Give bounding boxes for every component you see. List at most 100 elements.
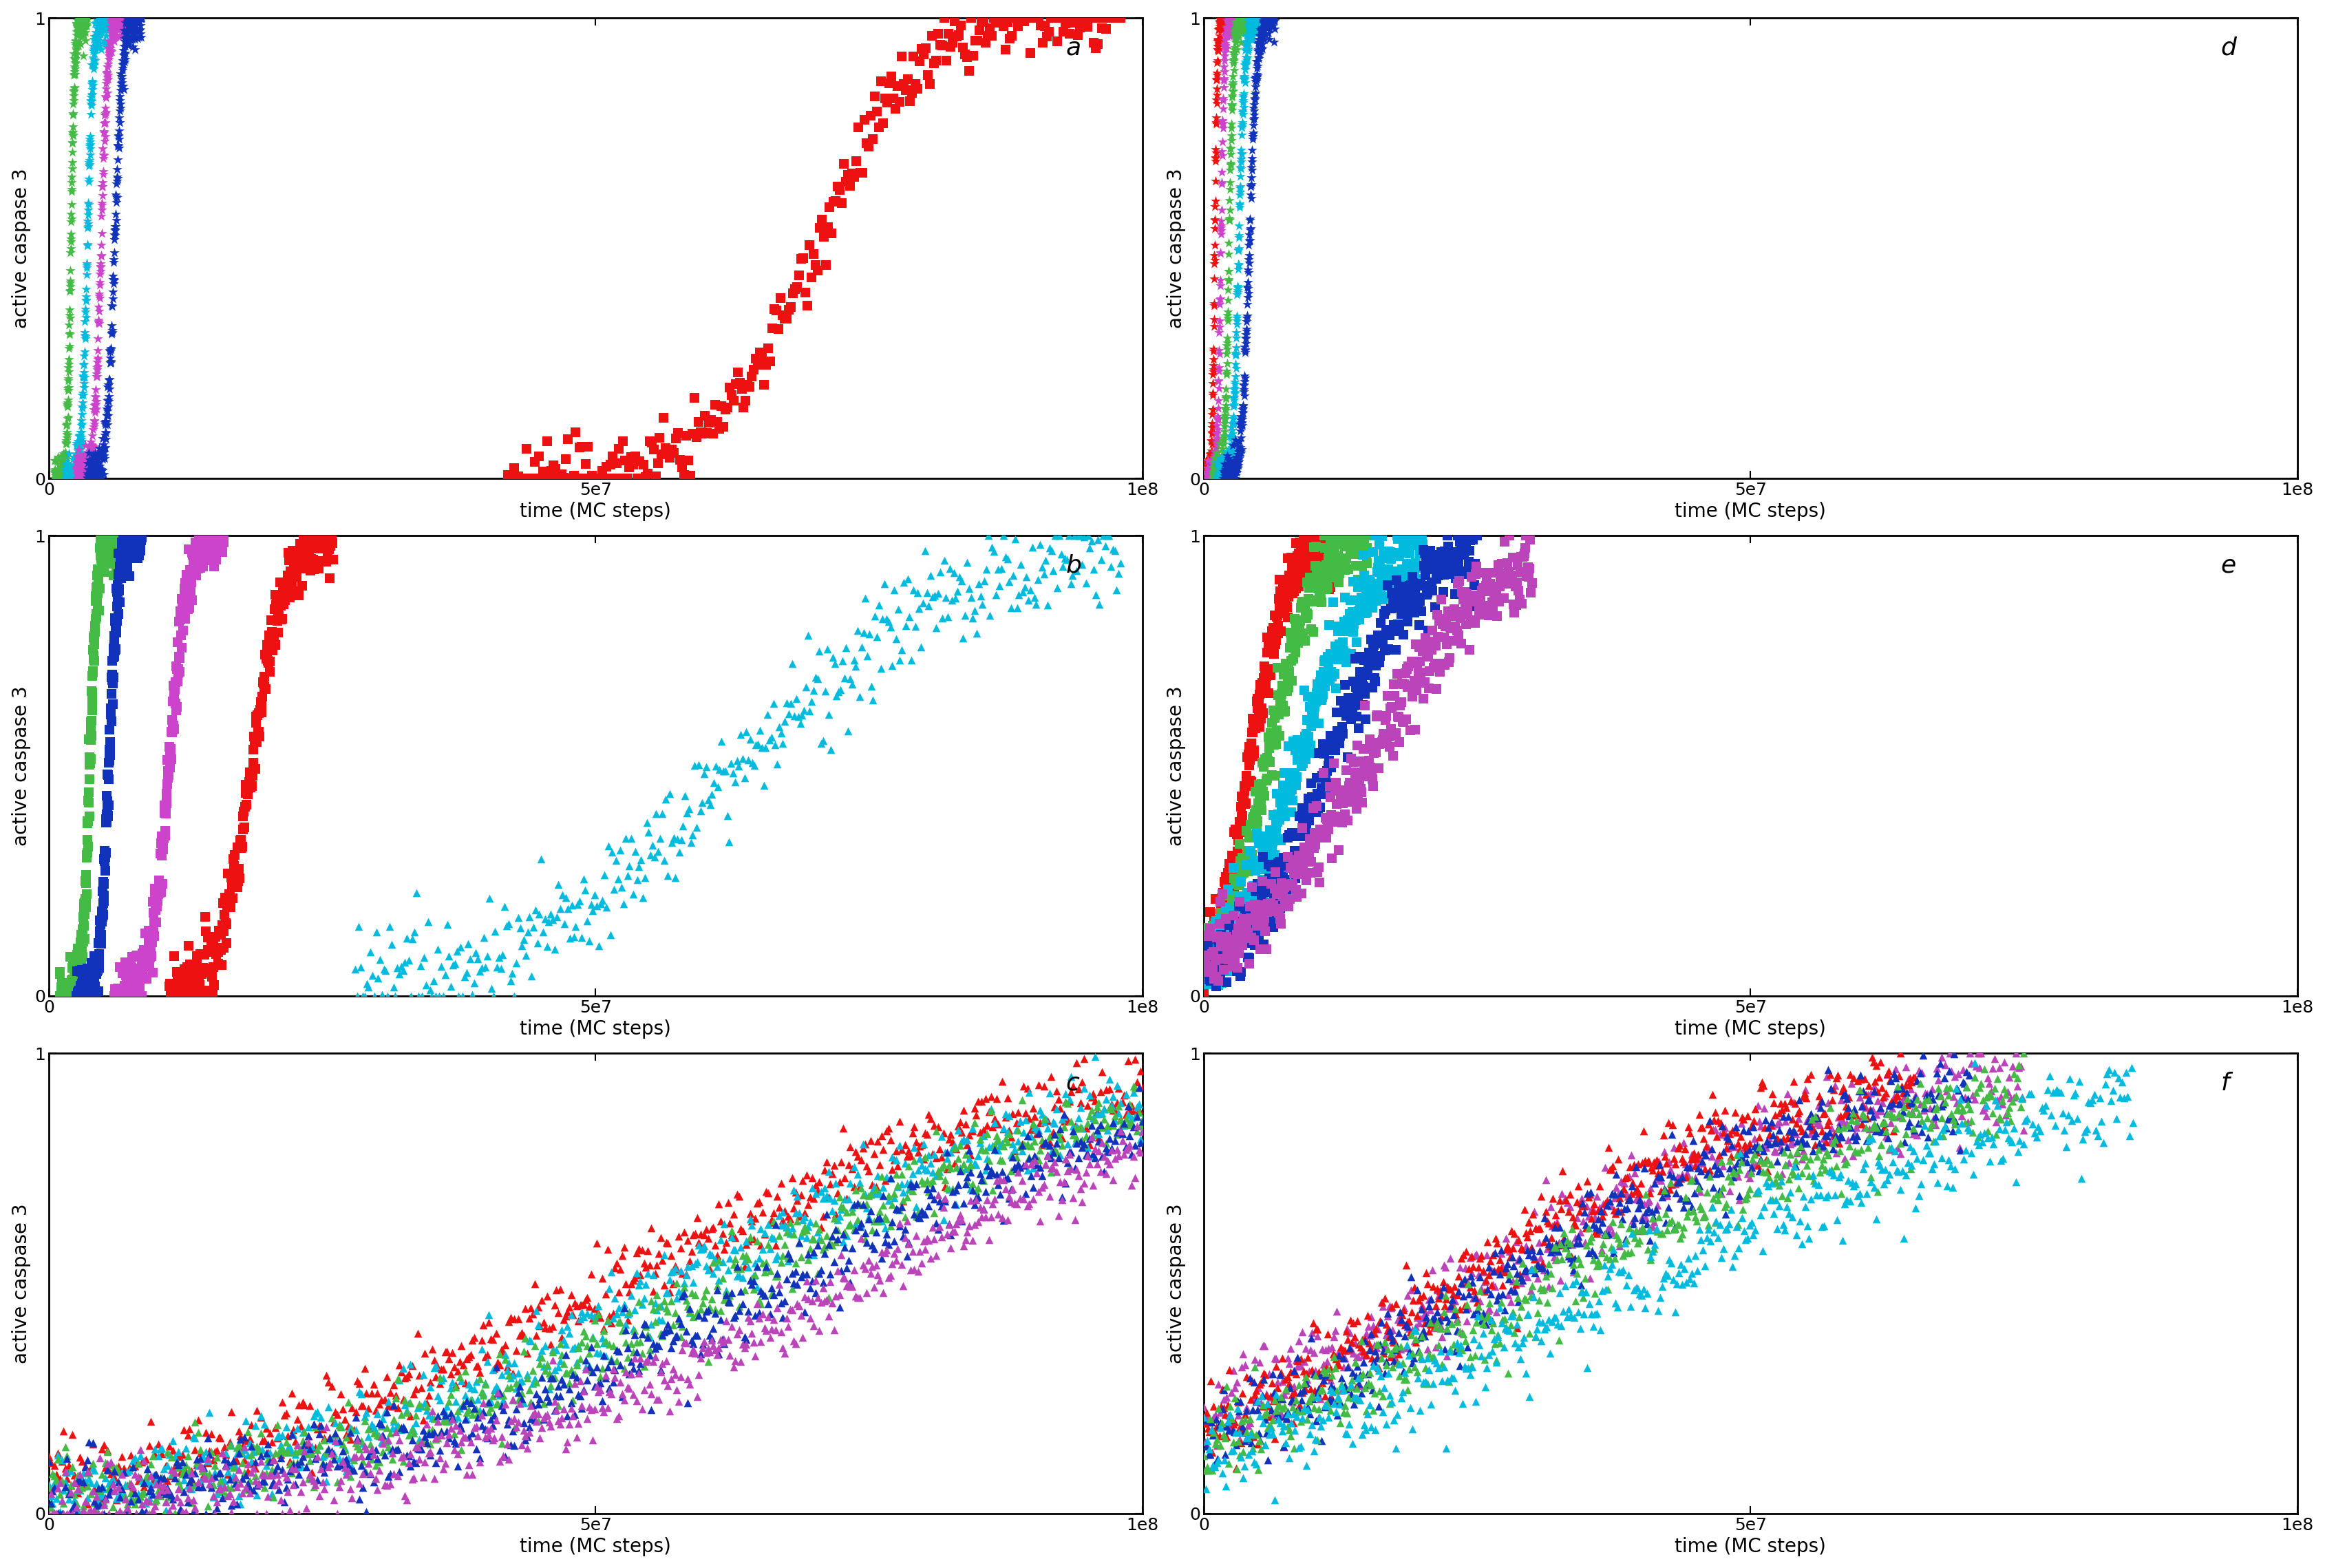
Point [439,1441,477,1466]
Point [398,1435,435,1460]
Point [802,1179,839,1204]
Point [1235,924,1272,949]
Point [79,22,116,47]
Point [986,524,1023,549]
Point [1395,577,1432,602]
Point [1095,5,1132,30]
Point [1286,629,1323,654]
Point [242,1443,279,1468]
Point [56,453,93,478]
Point [1188,942,1225,967]
Point [986,1126,1023,1151]
Point [1037,1159,1074,1184]
Point [607,1311,644,1336]
Point [1242,27,1279,52]
Point [1558,1206,1595,1231]
Point [358,1380,395,1405]
Point [546,886,584,911]
Point [1335,524,1372,549]
Point [825,1187,863,1212]
Point [467,1416,505,1441]
Point [128,942,165,967]
Point [1993,1107,2030,1132]
Point [1197,920,1235,946]
Point [60,1461,98,1486]
Point [170,964,207,989]
Point [114,525,151,550]
Point [63,1475,100,1501]
Point [128,1488,165,1513]
Point [551,1295,588,1320]
Point [77,466,114,491]
Point [228,779,265,804]
Point [60,983,98,1008]
Point [1251,663,1288,688]
Point [112,1488,149,1513]
Point [1920,1124,1958,1149]
Point [1781,1174,1818,1200]
Point [135,900,172,925]
Point [1790,1113,1827,1138]
Point [1393,1319,1430,1344]
Point [877,1162,914,1187]
Point [765,1243,802,1269]
Point [88,762,126,787]
Point [1323,811,1360,836]
Point [195,539,232,564]
Point [70,1460,107,1485]
Point [142,872,179,897]
Point [1348,599,1386,624]
Point [918,1163,956,1189]
Point [77,463,114,488]
Point [1200,461,1237,486]
Point [453,1388,491,1413]
Point [214,886,251,911]
Point [1781,1115,1818,1140]
Point [153,718,191,743]
Point [81,17,119,42]
Point [995,1143,1032,1168]
Point [49,430,86,455]
Point [1534,1214,1572,1239]
Point [1351,1338,1388,1363]
Point [1734,1151,1772,1176]
Point [1193,455,1230,480]
Point [1190,944,1228,969]
Point [2065,1126,2102,1151]
Point [119,19,156,44]
Point [86,1490,123,1515]
Point [65,966,102,991]
Point [86,30,123,55]
Point [107,550,144,575]
Point [1297,541,1335,566]
Point [1232,19,1269,44]
Point [67,284,105,309]
Point [123,5,160,30]
Point [86,420,123,445]
Point [144,1477,181,1502]
Point [572,892,609,917]
Point [1451,549,1488,574]
Point [737,1262,774,1287]
Point [1369,1317,1407,1342]
Point [163,1461,200,1486]
Point [588,1344,625,1369]
Point [1193,952,1230,977]
Point [63,466,100,491]
Point [391,1443,428,1468]
Point [1279,621,1316,646]
Point [1448,1355,1486,1380]
Point [1753,1113,1790,1138]
Point [1507,1196,1544,1221]
Point [1235,16,1272,41]
Point [1818,1140,1855,1165]
Point [119,982,156,1007]
Point [1214,433,1251,458]
Point [1221,11,1258,36]
Point [1630,1217,1667,1242]
Point [774,1196,811,1221]
Point [814,1290,851,1316]
Point [42,1501,79,1526]
Point [1204,423,1242,448]
Point [535,1366,572,1391]
